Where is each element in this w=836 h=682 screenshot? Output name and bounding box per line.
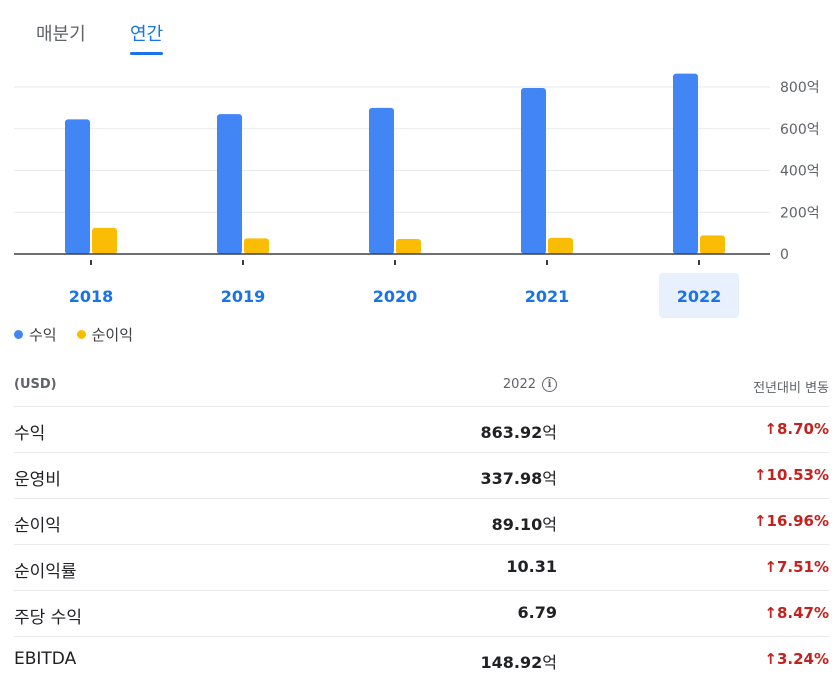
y-tick-label: 200억 bbox=[780, 205, 820, 221]
yoy-change-value: 10.53% bbox=[766, 466, 829, 484]
yoy-change-value: 7.51% bbox=[776, 558, 829, 576]
yellow-dot-icon bbox=[76, 330, 86, 339]
tab-active-indicator bbox=[130, 52, 163, 55]
bar-revenue-2018 bbox=[65, 119, 90, 254]
yoy-change: ↑8.70% bbox=[764, 420, 829, 438]
bar-net-income-2018 bbox=[92, 227, 117, 254]
currency-label: (USD) bbox=[14, 377, 57, 392]
bar-net-income-2020 bbox=[396, 238, 421, 254]
yoy-change-value: 3.24% bbox=[776, 650, 829, 668]
metric-name: 운영비 bbox=[14, 470, 61, 490]
metric-name: 수익 bbox=[14, 424, 46, 444]
legend-item-revenue: 수익 bbox=[14, 324, 57, 345]
metric-value-number: 6.79 bbox=[517, 603, 557, 622]
x-tick-label-2018[interactable]: 2018 bbox=[69, 287, 114, 306]
metric-name: 순이익률 bbox=[14, 562, 77, 582]
metric-value: 863.92억 bbox=[481, 419, 557, 443]
table-row: 운영비 337.98억 ↑10.53% bbox=[14, 453, 829, 499]
blue-dot-icon bbox=[14, 330, 23, 339]
metric-value-unit: 억 bbox=[542, 515, 557, 534]
x-tick-label-2020[interactable]: 2020 bbox=[373, 287, 418, 306]
table-row: 수익 863.92억 ↑8.70% bbox=[14, 407, 829, 453]
table-row: 주당 수익 6.79 ↑8.47% bbox=[14, 591, 829, 637]
chart-legend: 수익 순이익 bbox=[14, 324, 133, 345]
metric-value-unit: 억 bbox=[542, 653, 557, 672]
metric-value-number: 89.10 bbox=[491, 515, 543, 534]
metric-value-unit: 억 bbox=[542, 469, 557, 488]
arrow-up-icon: ↑ bbox=[764, 604, 777, 622]
yoy-change: ↑16.96% bbox=[754, 512, 829, 530]
yoy-change-value: 8.70% bbox=[776, 420, 829, 438]
x-tick-label-2021[interactable]: 2021 bbox=[525, 287, 570, 306]
metric-value-number: 10.31 bbox=[506, 557, 557, 576]
arrow-up-icon: ↑ bbox=[753, 466, 767, 484]
metric-value-unit: 억 bbox=[542, 423, 557, 442]
period-tabs: 매분기 연간 bbox=[0, 0, 836, 60]
legend-label-revenue: 수익 bbox=[29, 326, 57, 344]
revenue-chart: 0 200억 400억 600억 800억 2018 2019 2020 2021 2022 bbox=[14, 73, 820, 318]
yoy-change: ↑7.51% bbox=[764, 558, 829, 576]
metric-name: 순이익 bbox=[14, 516, 61, 536]
legend-label-net-income: 순이익 bbox=[91, 326, 134, 344]
metric-name: 주당 수익 bbox=[14, 608, 82, 628]
yoy-change: ↑3.24% bbox=[764, 650, 829, 668]
metric-value-number: 863.92 bbox=[480, 423, 543, 442]
yoy-change-value: 8.47% bbox=[776, 604, 829, 622]
metric-value: 337.98억 bbox=[481, 465, 557, 489]
x-tick-label-2019[interactable]: 2019 bbox=[221, 287, 266, 306]
bar-net-income-2019 bbox=[244, 238, 269, 254]
y-tick-label: 800억 bbox=[780, 80, 820, 96]
x-tick-label-2022[interactable]: 2022 bbox=[677, 287, 722, 306]
bar-revenue-2020 bbox=[369, 107, 394, 254]
arrow-up-icon: ↑ bbox=[764, 420, 777, 438]
metric-value: 6.79 bbox=[518, 603, 557, 622]
table-header: (USD) 2022 i 전년대비 변동 bbox=[14, 366, 829, 407]
bar-net-income-2021 bbox=[548, 237, 573, 254]
financials-table: (USD) 2022 i 전년대비 변동 수익 863.92억 ↑8.70% 운영비 3… bbox=[14, 366, 829, 682]
yoy-change-value: 16.96% bbox=[766, 512, 829, 530]
tab-quarterly[interactable]: 매분기 bbox=[36, 24, 86, 45]
table-row: 순이익률 10.31 ↑7.51% bbox=[14, 545, 829, 591]
y-tick-label: 400억 bbox=[780, 164, 820, 180]
table-body: 수익 863.92억 ↑8.70% 운영비 337.98억 ↑10.53% 순이익 89.10… bbox=[14, 407, 829, 682]
arrow-up-icon: ↑ bbox=[764, 558, 777, 576]
bar-net-income-2022 bbox=[700, 235, 725, 254]
metric-value: 89.10억 bbox=[492, 511, 557, 535]
metric-value-number: 337.98 bbox=[480, 469, 543, 488]
table-row: 순이익 89.10억 ↑16.96% bbox=[14, 499, 829, 545]
legend-item-net-income: 순이익 bbox=[76, 324, 134, 345]
info-icon[interactable]: i bbox=[542, 377, 557, 392]
bar-revenue-2022 bbox=[673, 73, 698, 254]
bar-revenue-2019 bbox=[217, 114, 242, 254]
yoy-change: ↑8.47% bbox=[764, 604, 829, 622]
bar-revenue-2021 bbox=[521, 88, 546, 254]
metric-value: 10.31 bbox=[506, 557, 557, 576]
arrow-up-icon: ↑ bbox=[764, 650, 777, 668]
y-tick-label: 600억 bbox=[780, 122, 820, 138]
y-tick-label: 0 bbox=[780, 247, 789, 263]
arrow-up-icon: ↑ bbox=[753, 512, 767, 530]
year-column-header: 2022 i bbox=[503, 377, 557, 392]
table-row: EBITDA 148.92억 ↑3.24% bbox=[14, 637, 829, 682]
metric-value: 148.92억 bbox=[481, 649, 557, 673]
yoy-change: ↑10.53% bbox=[754, 466, 829, 484]
selected-year-highlight bbox=[659, 273, 739, 318]
tab-annual[interactable]: 연간 bbox=[130, 24, 164, 45]
metric-value-number: 148.92 bbox=[480, 653, 543, 672]
year-header-label: 2022 bbox=[502, 377, 536, 392]
yoy-change-header: 전년대비 변동 bbox=[753, 381, 829, 396]
metric-name: EBITDA bbox=[14, 649, 77, 669]
